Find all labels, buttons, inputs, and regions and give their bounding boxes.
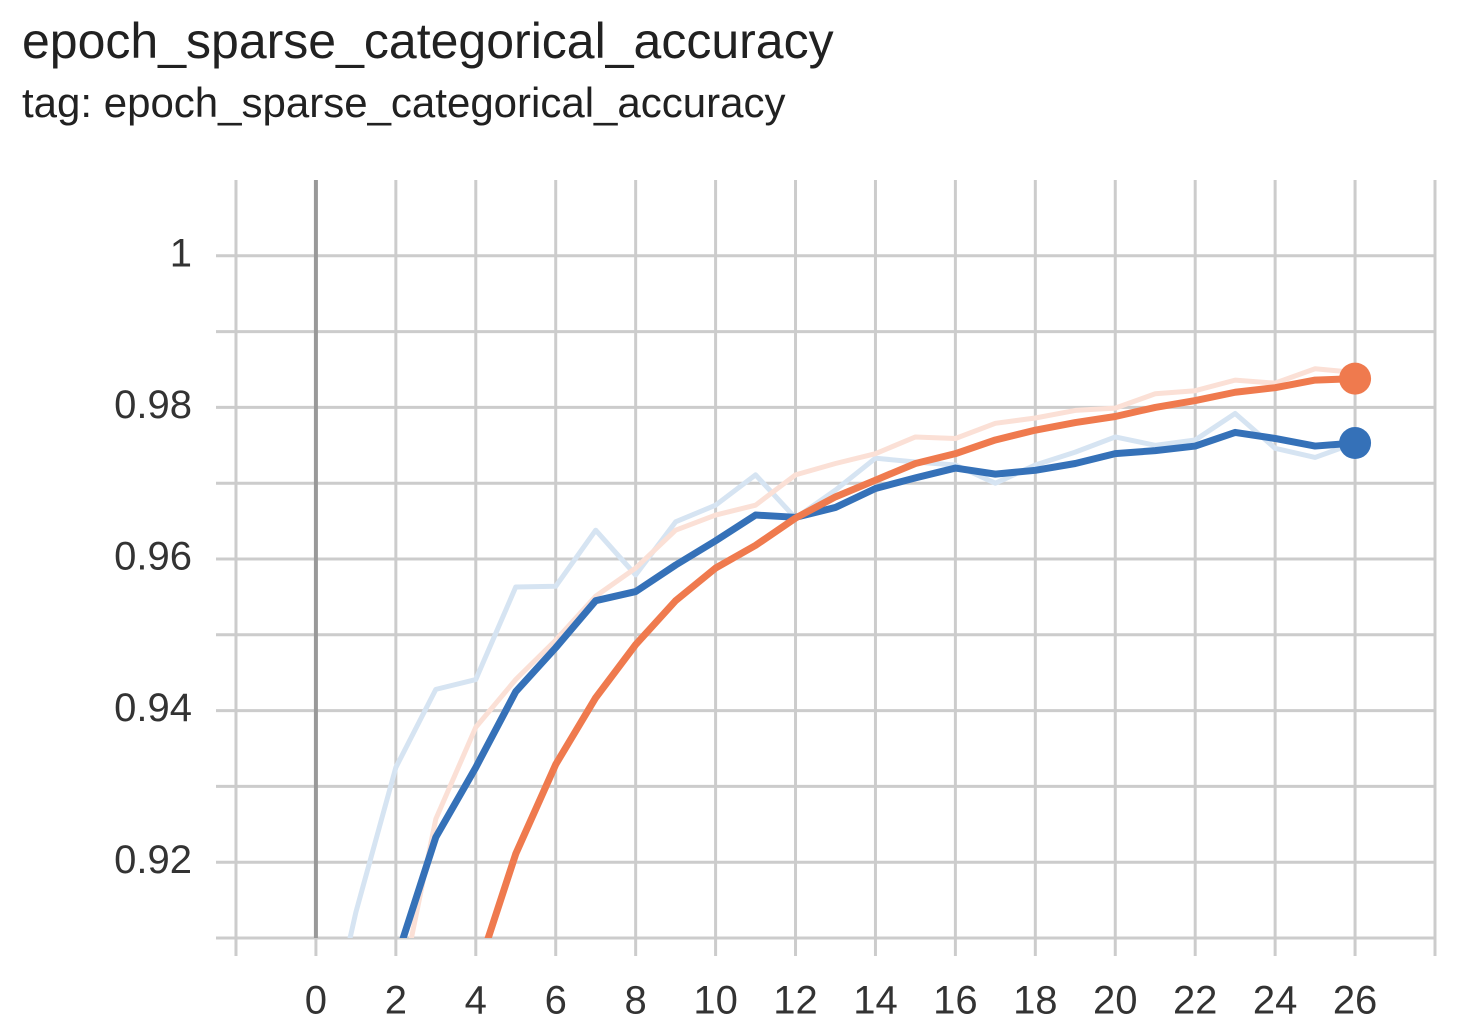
x-tick-label: 14 [853,979,898,1023]
x-tick-label: 22 [1173,979,1218,1023]
end-marker [1339,362,1372,395]
x-tick-label: 6 [545,979,567,1023]
chart-subtitle: tag: epoch_sparse_categorical_accuracy [22,79,785,126]
x-tick-label: 18 [1013,979,1058,1023]
chart-title: epoch_sparse_categorical_accuracy [22,13,834,69]
series-line [347,410,1356,938]
x-tick-label: 16 [933,979,978,1023]
plot-area [347,366,1356,938]
series-line [399,428,1356,938]
x-tick-label: 2 [385,979,407,1023]
x-tick-label: 20 [1093,979,1138,1023]
x-tick-label: 4 [465,979,487,1023]
y-tick-label: 0.92 [114,838,192,882]
y-tick-label: 0.98 [114,383,192,427]
series-line [484,375,1356,938]
x-tick-label: 10 [693,979,738,1023]
end-marker [1339,427,1372,460]
x-tick-label: 26 [1333,979,1378,1023]
x-tick-label: 12 [773,979,818,1023]
x-tick-label: 0 [305,979,327,1023]
x-tick-label: 24 [1253,979,1298,1023]
y-tick-label: 0.94 [114,686,192,730]
y-tick-label: 1 [170,231,192,275]
y-tick-label: 0.96 [114,535,192,579]
series-line [408,366,1356,938]
x-tick-label: 8 [625,979,647,1023]
